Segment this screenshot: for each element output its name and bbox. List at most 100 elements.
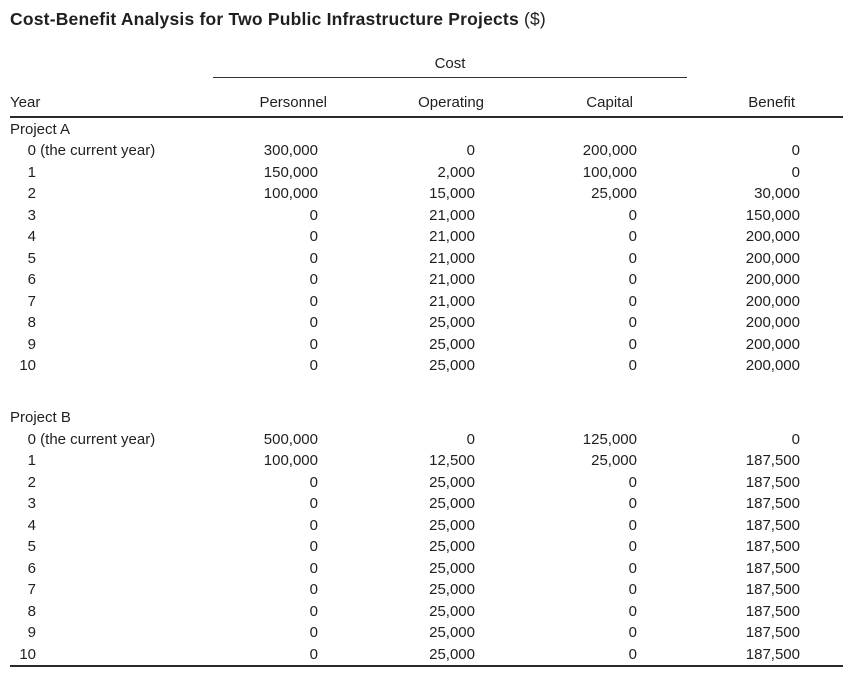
table-title-unit: ($) xyxy=(523,9,546,29)
column-header-operating: Operating xyxy=(345,78,500,118)
benefit-value: 187,500 xyxy=(745,538,800,555)
benefit-value: 200,000 xyxy=(745,314,800,331)
capital-cost-value: 0 xyxy=(628,249,637,267)
personnel-cost-value: 0 xyxy=(309,357,318,374)
benefit-value: 187,500 xyxy=(745,559,800,577)
year-value: 4 xyxy=(27,516,36,534)
personnel-cost-value: 0 xyxy=(309,314,318,331)
year-value: 4 xyxy=(27,228,36,245)
table-row: 5 0 21,000 0 200,000 xyxy=(10,248,843,270)
benefit-value: 187,500 xyxy=(745,624,800,641)
table-row: 9 0 25,000 0 200,000 xyxy=(10,334,843,356)
capital-cost-value: 25,000 xyxy=(591,452,637,469)
table-title: Cost-Benefit Analysis for Two Public Inf… xyxy=(10,8,856,30)
table-row: 8 0 25,000 0 200,000 xyxy=(10,312,843,334)
cost-benefit-table: Cost Year Personnel Operating Capital Be… xyxy=(10,40,843,667)
capital-cost-value: 0 xyxy=(628,624,637,641)
capital-cost-value: 0 xyxy=(628,357,637,374)
table-row: 8 0 25,000 0 187,500 xyxy=(10,601,843,623)
capital-cost-value: 0 xyxy=(628,314,637,331)
operating-cost-value: 25,000 xyxy=(429,559,475,577)
cost-spanner-row: Cost xyxy=(10,40,843,78)
benefit-value: 150,000 xyxy=(745,206,800,224)
year-value: 3 xyxy=(27,495,36,512)
year-value: 6 xyxy=(27,271,36,288)
capital-cost-value: 0 xyxy=(628,645,637,663)
table-row: 7 0 25,000 0 187,500 xyxy=(10,579,843,601)
operating-cost-value: 25,000 xyxy=(429,645,475,663)
table-row: 0 (the current year) 300,000 0 200,000 0 xyxy=(10,140,843,162)
personnel-cost-value: 0 xyxy=(309,602,318,620)
operating-cost-value: 12,500 xyxy=(429,452,475,469)
year-value: 7 xyxy=(27,581,36,598)
personnel-cost-value: 300,000 xyxy=(263,142,318,159)
capital-cost-value: 0 xyxy=(628,228,637,245)
operating-cost-value: 25,000 xyxy=(429,357,475,374)
benefit-value: 187,500 xyxy=(745,473,800,491)
capital-cost-value: 0 xyxy=(628,271,637,288)
personnel-cost-value: 100,000 xyxy=(263,452,318,469)
section-spacer xyxy=(10,377,843,407)
operating-cost-value: 25,000 xyxy=(429,538,475,555)
benefit-value: 200,000 xyxy=(745,335,800,353)
capital-cost-value: 25,000 xyxy=(591,185,637,202)
benefit-value: 200,000 xyxy=(745,249,800,267)
benefit-value: 200,000 xyxy=(745,228,800,245)
year-value: 5 xyxy=(27,538,36,555)
section-label-row: Project A xyxy=(10,117,843,140)
personnel-cost-value: 0 xyxy=(309,206,318,224)
column-header-personnel: Personnel xyxy=(225,78,345,118)
year-value: 3 xyxy=(27,206,36,224)
capital-cost-value: 0 xyxy=(628,538,637,555)
operating-cost-value: 25,000 xyxy=(429,314,475,331)
table-row: 1 150,000 2,000 100,000 0 xyxy=(10,162,843,184)
personnel-cost-value: 0 xyxy=(309,249,318,267)
capital-cost-value: 0 xyxy=(628,495,637,512)
table-row: 4 0 25,000 0 187,500 xyxy=(10,515,843,537)
personnel-cost-value: 0 xyxy=(309,495,318,512)
capital-cost-value: 0 xyxy=(628,473,637,491)
year-value: 7 xyxy=(27,292,36,310)
personnel-cost-value: 100,000 xyxy=(263,185,318,202)
section-label: Project A xyxy=(10,120,71,138)
benefit-value: 187,500 xyxy=(745,495,800,512)
table-row: 2 100,000 15,000 25,000 30,000 xyxy=(10,183,843,205)
column-header-capital: Capital xyxy=(500,78,665,118)
year-value: 0 xyxy=(27,430,36,448)
personnel-cost-value: 0 xyxy=(309,271,318,288)
year-value: 0 xyxy=(27,142,36,159)
capital-cost-value: 0 xyxy=(628,581,637,598)
operating-cost-value: 2,000 xyxy=(437,163,475,181)
personnel-cost-value: 0 xyxy=(309,538,318,555)
year-value: 10 xyxy=(19,645,36,663)
operating-cost-value: 0 xyxy=(466,430,475,448)
year-value: 10 xyxy=(19,357,36,374)
year-note: (the current year) xyxy=(36,430,156,448)
benefit-value: 0 xyxy=(791,163,800,181)
table-row: 7 0 21,000 0 200,000 xyxy=(10,291,843,313)
operating-cost-value: 0 xyxy=(466,142,475,159)
table-row: 1 100,000 12,500 25,000 187,500 xyxy=(10,450,843,472)
benefit-value: 200,000 xyxy=(745,271,800,288)
operating-cost-value: 25,000 xyxy=(429,495,475,512)
column-header-year: Year xyxy=(10,78,225,118)
operating-cost-value: 25,000 xyxy=(429,516,475,534)
benefit-value: 187,500 xyxy=(745,581,800,598)
table-row: 2 0 25,000 0 187,500 xyxy=(10,472,843,494)
table-row: 3 0 21,000 0 150,000 xyxy=(10,205,843,227)
personnel-cost-value: 500,000 xyxy=(263,430,318,448)
year-value: 1 xyxy=(27,163,36,181)
operating-cost-value: 21,000 xyxy=(429,292,475,310)
capital-cost-value: 125,000 xyxy=(582,430,637,448)
personnel-cost-value: 0 xyxy=(309,516,318,534)
personnel-cost-value: 0 xyxy=(309,645,318,663)
table-row: 6 0 21,000 0 200,000 xyxy=(10,269,843,291)
year-value: 2 xyxy=(27,473,36,491)
table-row: 6 0 25,000 0 187,500 xyxy=(10,558,843,580)
year-value: 5 xyxy=(27,249,36,267)
personnel-cost-value: 0 xyxy=(309,624,318,641)
personnel-cost-value: 0 xyxy=(309,473,318,491)
operating-cost-value: 21,000 xyxy=(429,206,475,224)
benefit-value: 0 xyxy=(791,430,800,448)
